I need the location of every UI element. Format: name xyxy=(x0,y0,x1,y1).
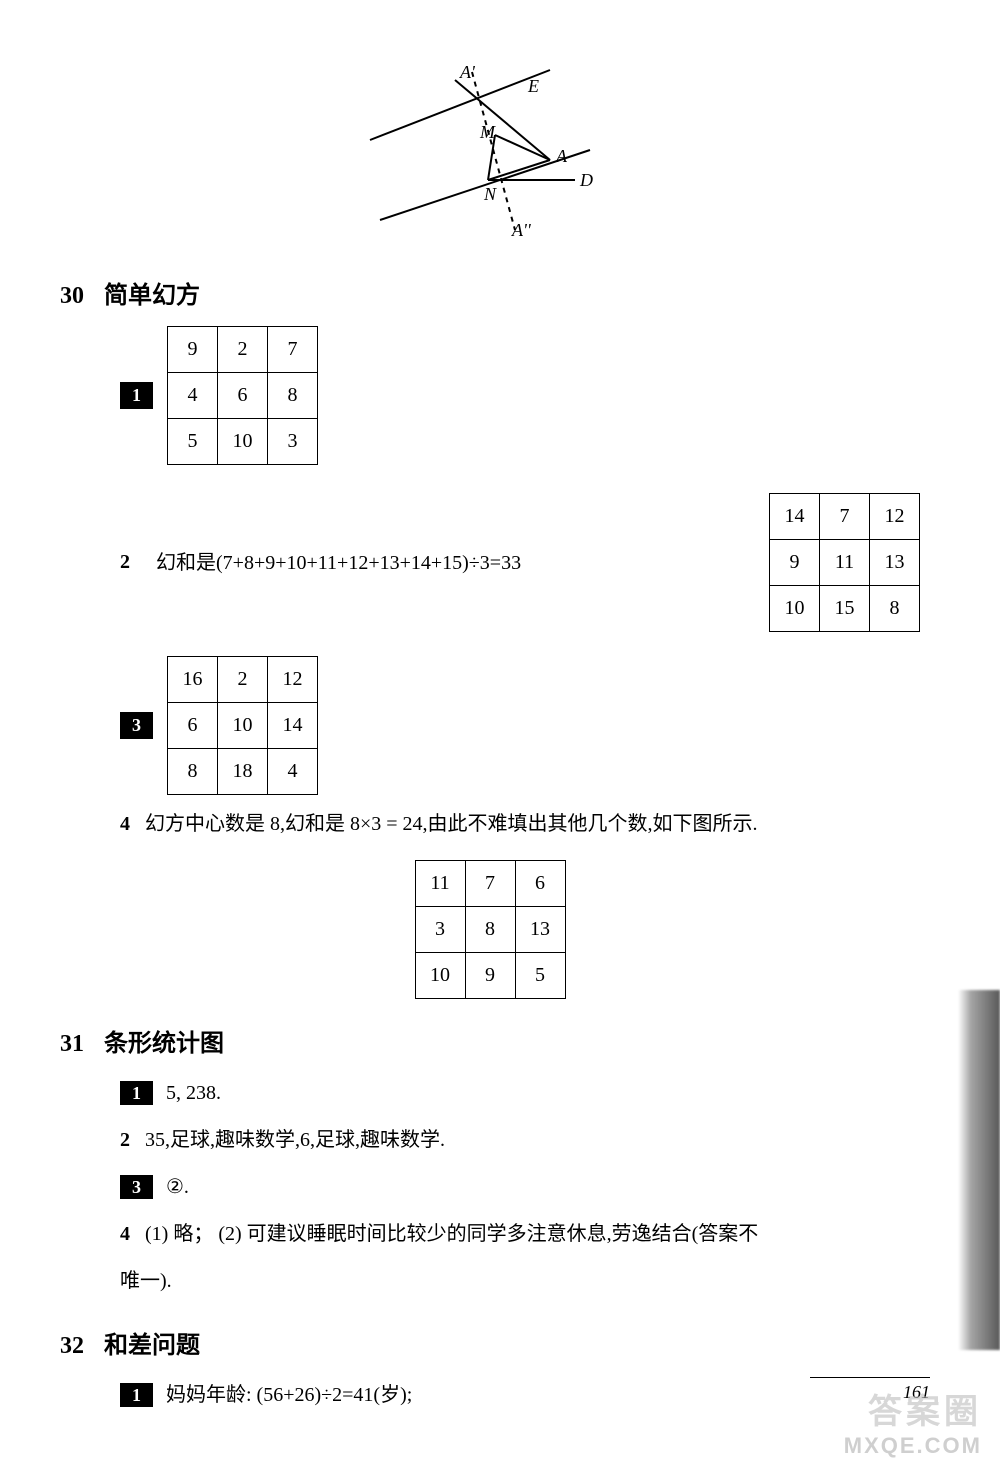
s31-q1-text: 5, 238. xyxy=(166,1082,221,1104)
section-30-title: 30 简单幻方 xyxy=(60,275,920,310)
s30-q4-text: 幻方中心数是 8,幻和是 8×3 = 24,由此不难填出其他几个数,如下图所示. xyxy=(145,813,758,835)
section-32-number: 32 xyxy=(60,1333,84,1360)
section-32-heading: 和差问题 xyxy=(104,1325,200,1360)
geometry-diagram: A' E M A N D A'' xyxy=(60,60,920,245)
s30-q4-table-wrap: 1176 3813 1095 xyxy=(60,860,920,999)
label-A: A xyxy=(555,146,568,166)
s31-q3-badge: 3 xyxy=(120,1175,153,1199)
s31-q2-text: 35,足球,趣味数学,6,足球,趣味数学. xyxy=(145,1129,445,1151)
label-M: M xyxy=(479,122,496,142)
s32-q1-badge: 1 xyxy=(120,1383,153,1407)
s30-q3-table: 16212 61014 8184 xyxy=(167,656,318,795)
label-E: E xyxy=(527,76,539,96)
label-A-dprime: A'' xyxy=(511,220,532,240)
section-31-title: 31 条形统计图 xyxy=(60,1023,920,1058)
watermark-top: 答案圈 xyxy=(844,1384,982,1433)
label-N: N xyxy=(483,184,497,204)
s31-q4-num: 4 xyxy=(120,1223,130,1245)
watermark: 答案圈 MXQE.COM xyxy=(844,1384,982,1459)
section-30-number: 30 xyxy=(60,283,84,310)
s31-q1-badge: 1 xyxy=(120,1081,153,1105)
s31-q1-para: 1 5, 238. xyxy=(120,1074,920,1113)
section-31-number: 31 xyxy=(60,1031,84,1058)
label-D: D xyxy=(579,170,593,190)
s31-q2-num: 2 xyxy=(120,1129,130,1151)
watermark-bottom: MXQE.COM xyxy=(844,1433,982,1459)
s32-q1-text: 妈妈年龄: (56+26)÷2=41(岁); xyxy=(166,1384,412,1406)
scan-edge-shadow xyxy=(958,990,1000,1350)
s32-q1-para: 1 妈妈年龄: (56+26)÷2=41(岁); xyxy=(120,1376,920,1415)
s30-q1-table: 927 468 5103 xyxy=(167,326,318,465)
s30-q4-table: 1176 3813 1095 xyxy=(415,860,566,999)
label-A-prime: A' xyxy=(459,62,476,82)
s31-q3-para: 3 ②. xyxy=(120,1168,920,1207)
s30-q2-num: 2 xyxy=(120,551,142,574)
s31-q2-para: 2 35,足球,趣味数学,6,足球,趣味数学. xyxy=(120,1121,920,1160)
diagram-svg: A' E M A N D A'' xyxy=(360,60,620,240)
s30-q2-text: 幻和是(7+8+9+10+11+12+13+14+15)÷3=33 xyxy=(156,544,521,582)
section-31-heading: 条形统计图 xyxy=(104,1023,224,1058)
s31-q4-para: 4 (1) 略； (2) 可建议睡眠时间比较少的同学多注意休息,劳逸结合(答案不 xyxy=(120,1215,920,1254)
s30-q1-row: 1 927 468 5103 xyxy=(120,326,920,465)
s30-q2-table: 14712 91113 10158 xyxy=(769,493,920,632)
section-30-heading: 简单幻方 xyxy=(104,275,200,310)
s30-q3-badge: 3 xyxy=(120,712,153,739)
s30-q4-para: 4 幻方中心数是 8,幻和是 8×3 = 24,由此不难填出其他几个数,如下图所… xyxy=(120,805,920,844)
section-32-title: 32 和差问题 xyxy=(60,1325,920,1360)
s31-q4-text: (1) 略； (2) 可建议睡眠时间比较少的同学多注意休息,劳逸结合(答案不 xyxy=(145,1223,758,1245)
s31-q4-cont: 唯一). xyxy=(120,1262,920,1301)
s30-q4-num: 4 xyxy=(120,813,130,835)
s30-q2-row: 2 幻和是(7+8+9+10+11+12+13+14+15)÷3=33 1471… xyxy=(120,493,920,632)
s30-q1-badge: 1 xyxy=(120,382,153,409)
s30-q3-row: 3 16212 61014 8184 xyxy=(120,656,920,795)
s31-q3-text: ②. xyxy=(166,1176,189,1198)
